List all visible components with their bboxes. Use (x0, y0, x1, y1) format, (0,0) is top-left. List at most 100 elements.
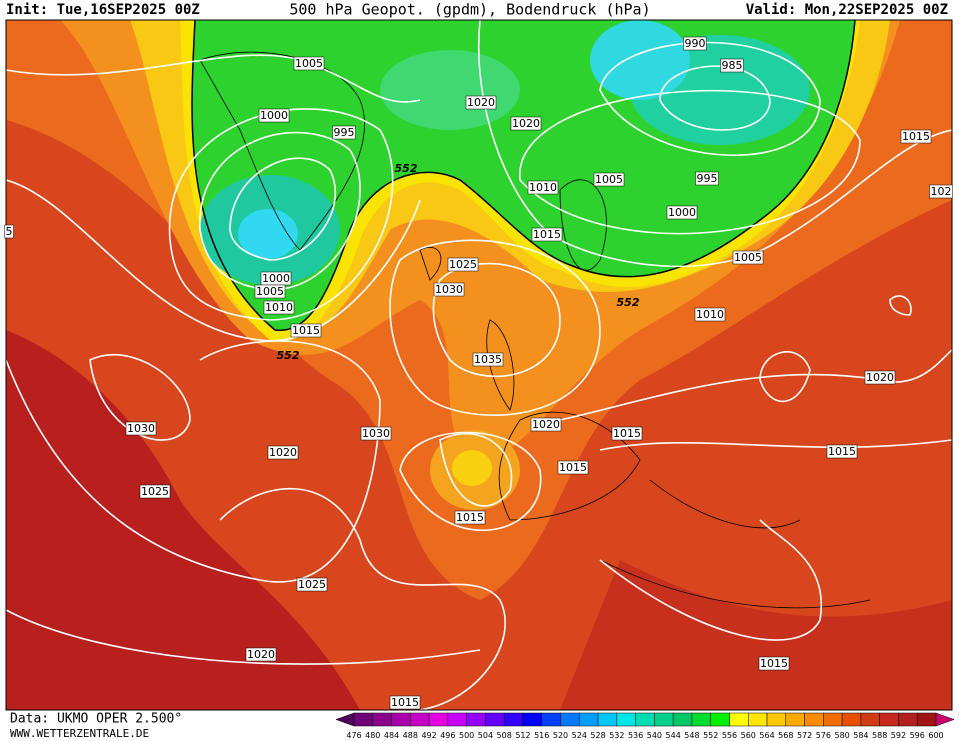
isobar-label: 1030 (362, 427, 390, 440)
label-box (666, 205, 698, 220)
isobar-label: 1000 (262, 272, 290, 285)
colorbar-swatch (785, 712, 805, 727)
colorbar-swatch (447, 712, 467, 727)
colorbar-tick-label: 476 (346, 731, 361, 740)
colorbar-swatch (729, 712, 749, 727)
label-box (527, 180, 559, 195)
colorbar-tick-label: 572 (797, 731, 812, 740)
colorbar-tick-label: 592 (891, 731, 906, 740)
isobar-label: 1020 (866, 371, 894, 384)
colorbar-tick-label: 596 (910, 731, 925, 740)
label-box (296, 577, 328, 592)
colorbar-tick-label: 504 (478, 731, 493, 740)
init-time: Init: Tue,16SEP2025 00Z (6, 2, 200, 18)
label-box (900, 129, 932, 144)
isobar-label: 1020 (512, 117, 540, 130)
label-box (465, 95, 497, 110)
colorbar-swatch (898, 712, 918, 727)
label-box (694, 307, 726, 322)
colorbar-swatch (372, 712, 392, 727)
isobar-label: 1015 (559, 461, 587, 474)
label-box (389, 695, 421, 710)
colorbar-swatch (428, 712, 449, 727)
label-box (258, 108, 290, 123)
colorbar-tick-label: 588 (872, 731, 887, 740)
colorbar-swatch (485, 712, 505, 727)
colorbar-swatch (503, 712, 524, 727)
label-box (510, 116, 542, 131)
colorbar-swatch (841, 712, 862, 727)
colorbar-tick-label: 496 (440, 731, 455, 740)
label-box (263, 300, 295, 315)
geopotential-label: 552 (395, 162, 418, 175)
isobar-label: 1015 (292, 324, 320, 337)
label-box (531, 227, 563, 242)
colorbar-swatch (823, 712, 843, 727)
isobar-label: 995 (697, 172, 718, 185)
colorbar-tick-label: 580 (834, 731, 849, 740)
label-box (139, 484, 171, 499)
isobar-label: 1025 (449, 258, 477, 271)
colorbar-tick-label: 564 (759, 731, 774, 740)
label-box (683, 36, 707, 51)
colorbar-tick-label: 500 (459, 731, 474, 740)
map-field (6, 20, 952, 710)
colorbar-swatch (691, 712, 711, 727)
label-box (593, 172, 625, 187)
label-box (433, 282, 465, 297)
colorbar-swatch (353, 712, 374, 727)
label-box (472, 352, 504, 367)
colorbar-swatch (597, 712, 618, 727)
isobar-label: 102 (931, 185, 952, 198)
colorbar-swatch (410, 712, 430, 727)
label-box (360, 426, 392, 441)
isobar-label: 995 (334, 126, 355, 139)
contour-labels: 1005 1000 995 552 1020 1020 990 985 1010 1005 995 1… (4, 36, 953, 710)
colorbar-swatch (804, 712, 824, 727)
colorbar-tick-label: 508 (497, 731, 512, 740)
colorbar-tick-label: 548 (684, 731, 699, 740)
isobar-label: 1010 (529, 181, 557, 194)
isobar-label: 1015 (533, 228, 561, 241)
colorbar-tick-label: 556 (722, 731, 737, 740)
label-box (557, 460, 589, 475)
isobars (6, 20, 952, 710)
isobar-label: 1010 (696, 308, 724, 321)
isobar-label: 1000 (260, 109, 288, 122)
map-title: 500 hPa Geopot. (gpdm), Bodendruck (hPa) (289, 1, 650, 19)
isobar-label: 1015 (391, 696, 419, 709)
colorbar-swatch (579, 712, 599, 727)
colorbar-tick-label: 516 (534, 731, 549, 740)
label-box (293, 56, 325, 71)
label-box (929, 184, 953, 199)
label-box (290, 323, 322, 338)
colorbar-swatch (766, 712, 787, 727)
label-box (864, 370, 896, 385)
colorbar-tick-label: 528 (590, 731, 605, 740)
label-box (826, 444, 858, 459)
colorbar-tick-label: 512 (515, 731, 530, 740)
isobar-label: 5 (6, 225, 13, 238)
isobar-label: 985 (722, 59, 743, 72)
colorbar-tick-label: 484 (384, 731, 399, 740)
label-box (720, 58, 744, 73)
colorbar-swatch (391, 712, 411, 727)
label-box (245, 647, 277, 662)
isobar-label: 990 (685, 37, 706, 50)
isobar-label: 1020 (247, 648, 275, 661)
colorbar-tick-label: 536 (628, 731, 643, 740)
isobar-label: 1005 (734, 251, 762, 264)
label-box (611, 426, 643, 441)
label-box (732, 250, 764, 265)
colorbar-swatch (616, 712, 636, 727)
colorbar-swatch (860, 712, 880, 727)
colorbar-tick-label: 492 (421, 731, 436, 740)
label-box (447, 257, 479, 272)
colorbar-swatch (466, 712, 486, 727)
isobar-label: 1005 (295, 57, 323, 70)
geopotential-label: 552 (617, 296, 640, 309)
label-box (332, 125, 356, 140)
data-source: Data: UKMO OPER 2.500° (10, 712, 182, 727)
colorbar-swatch (541, 712, 561, 727)
